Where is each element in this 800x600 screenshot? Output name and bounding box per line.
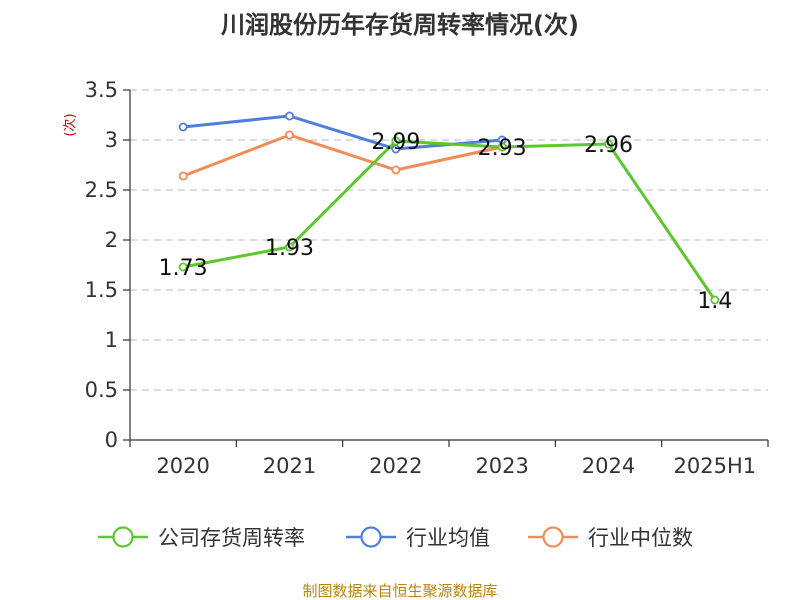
legend-item[interactable]: 公司存货周转率 <box>98 526 305 550</box>
series-1-point <box>178 122 188 132</box>
series <box>178 111 720 305</box>
y-axis-label: (次) <box>62 113 78 136</box>
y-tick-label: 3 <box>105 128 118 152</box>
axes: 0 0.5 1 1.5 2 2.5 3 3.5 2020 2021 2022 2023 2024 2025… <box>85 78 769 478</box>
series-0-line <box>182 139 717 301</box>
data-label: 1.4 <box>697 289 732 314</box>
source-note: 制图数据来自恒生聚源数据库 <box>302 582 497 600</box>
y-tick-label: 1 <box>105 328 118 352</box>
data-label: 1.93 <box>265 236 314 261</box>
legend-swatch-marker <box>360 526 382 548</box>
legend-item[interactable]: 行业中位数 <box>528 526 693 550</box>
y-tick-label: 3.5 <box>85 78 118 102</box>
y-tick-label: 0 <box>105 428 118 452</box>
x-tick-label: 2024 <box>582 454 635 478</box>
y-tick-label: 2.5 <box>85 178 118 202</box>
grid <box>130 89 768 391</box>
series-2-point <box>391 165 401 175</box>
series-2-line <box>182 133 503 178</box>
series-2-point <box>178 171 188 181</box>
series-2-point <box>284 130 294 140</box>
series-0-point <box>284 242 294 252</box>
series-0-point <box>710 295 720 305</box>
series-0-point <box>497 142 507 152</box>
x-tick-label: 2022 <box>369 454 422 478</box>
x-tick-label: 2021 <box>263 454 316 478</box>
data-label: 2.96 <box>584 133 633 158</box>
legend-label: 行业中位数 <box>588 526 693 550</box>
legend-label: 公司存货周转率 <box>158 526 305 550</box>
x-tick-label: 2020 <box>156 454 209 478</box>
data-label: 1.73 <box>159 256 208 281</box>
legend-label: 行业均值 <box>406 526 490 550</box>
x-tick-label: 2025H1 <box>674 454 757 478</box>
legend[interactable]: 公司存货周转率 行业均值 行业中位数 <box>98 526 693 550</box>
series-0-point <box>391 136 401 146</box>
legend-item[interactable]: 行业均值 <box>346 526 490 550</box>
x-tick-label: 2023 <box>475 454 528 478</box>
legend-swatch-marker <box>112 526 134 548</box>
series-0-point <box>178 262 188 272</box>
data-label: 2.93 <box>478 136 527 161</box>
y-tick-label: 1.5 <box>85 278 118 302</box>
chart-title: 川润股份历年存货周转率情况(次) <box>221 11 579 39</box>
legend-swatch-marker <box>542 526 564 548</box>
series-1-point <box>284 111 294 121</box>
y-tick-label: 2 <box>105 228 118 252</box>
y-tick-label: 0.5 <box>85 378 118 402</box>
data-labels: 1.73 1.93 2.99 2.93 2.96 1.4 <box>159 130 733 314</box>
series-0-point <box>604 139 614 149</box>
data-label: 2.99 <box>371 130 420 155</box>
